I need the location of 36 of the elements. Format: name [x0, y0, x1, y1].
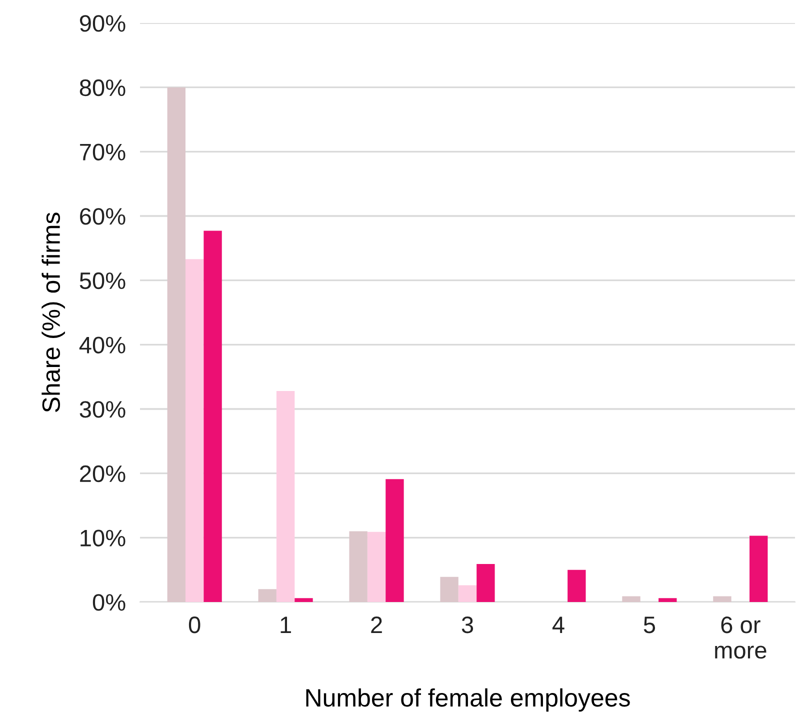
x-axis-title: Number of female employees: [306, 688, 630, 712]
bar: [476, 564, 495, 602]
bar: [167, 87, 186, 602]
y-tick-label: 40%: [79, 336, 126, 354]
y-tick-label: 0%: [92, 594, 126, 611]
bar: [622, 596, 640, 602]
bar: [185, 259, 204, 602]
x-tick-label: 6 or more: [715, 616, 766, 659]
x-tick-label: 3: [462, 616, 474, 634]
bar: [276, 390, 295, 602]
y-tick-label: 10%: [80, 530, 126, 546]
x-tick-label: 0: [188, 616, 200, 634]
y-tick-label: 50%: [80, 272, 126, 290]
x-tick-label: 4: [552, 616, 564, 633]
bar: [367, 532, 386, 602]
y-tick-label: 20%: [80, 465, 126, 482]
bar: [440, 576, 458, 602]
x-tick-label: 5: [644, 616, 656, 634]
x-tick-label: 2: [371, 616, 382, 633]
bar: [713, 596, 732, 602]
y-tick-label: 80%: [80, 79, 126, 96]
y-tick-label: 30%: [80, 401, 126, 418]
x-tick-label: 1: [280, 616, 291, 633]
bar: [294, 598, 313, 602]
bar: [349, 531, 368, 602]
bar: [568, 570, 586, 602]
y-tick-label: 60%: [80, 208, 126, 225]
y-axis-title: Share (%) of firms: [42, 212, 65, 412]
bar: [458, 585, 477, 602]
bar: [204, 230, 222, 602]
bar: [750, 536, 768, 602]
y-tick-label: 90%: [80, 15, 126, 32]
bar: [658, 598, 677, 602]
bar: [258, 589, 276, 602]
y-tick-label: 70%: [80, 144, 126, 160]
bar: [386, 479, 404, 602]
